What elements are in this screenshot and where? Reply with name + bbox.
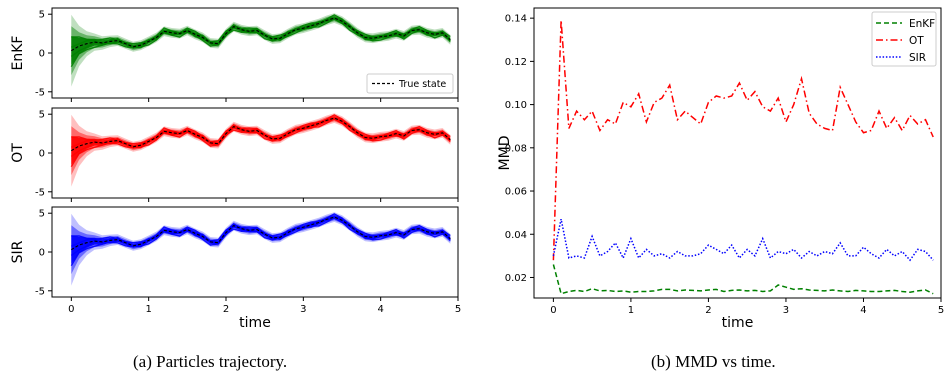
caption-a: (a) Particles trajectory. [133,352,288,371]
y-tick-label: 0 [39,248,45,259]
y-tick-label: 0.14 [505,14,527,25]
particle-trajectory [71,213,451,244]
subplot-sir-plot [70,212,451,286]
series-line-ot [552,20,934,261]
legend: True state [366,73,454,94]
subplot-enkf-plot [70,13,451,87]
y-tick-label: -5 [35,87,45,98]
x-axis-label: time [239,315,271,331]
subplot-frame [51,206,459,298]
particle-band-outer [71,212,451,286]
y-tick-label: -5 [35,187,45,198]
y-tick-label: 0 [39,149,45,160]
y-tick-label: 5 [39,209,45,220]
y-tick-label: 0.08 [505,143,527,154]
y-tick-label: 0.12 [505,57,527,68]
x-tick-label: 5 [938,305,944,316]
y-tick-label: 5 [39,110,45,121]
x-tick-label: 0 [550,305,556,316]
x-tick-label: 1 [628,305,634,316]
x-axis-label: time [722,315,754,331]
x-tick-label: 1 [145,304,151,315]
x-tick-label: 4 [377,304,383,315]
y-tick-label: 0.10 [505,100,527,111]
x-tick-label: 0 [68,304,74,315]
y-tick-label: 5 [39,10,45,21]
particle-trajectory [71,114,451,145]
x-tick-label: 2 [223,304,229,315]
legend-label-ot: OT [909,35,924,47]
x-tick-label: 5 [455,304,461,315]
legend-box [871,11,937,67]
x-tick-label: 2 [705,305,711,316]
subplot-ot-plot [70,113,451,187]
legend-label-enkf: EnKF [909,18,935,30]
subplot-ylabel: EnKF [10,36,26,71]
y-tick-label: 0.06 [505,187,527,198]
x-tick-label: 4 [860,305,866,316]
mmd-plot-frame [533,7,942,299]
x-tick-label: 3 [300,304,306,315]
legend-box [366,73,454,94]
y-axis-label: MMD [497,136,513,171]
y-tick-label: 0.02 [505,273,527,284]
y-tick-label: -5 [35,286,45,297]
legend-label-sir: SIR [909,52,926,64]
x-tick-label: 3 [783,305,789,316]
series-line-enkf [552,264,934,295]
true-state-line [71,117,451,152]
y-tick-label: 0 [39,49,45,60]
particle-band-outer [71,113,451,187]
y-tick-label: 0.04 [505,230,527,241]
subplot-ylabel: SIR [10,240,26,263]
true-state-line [71,216,451,251]
series-line-sir [552,218,934,262]
legend-label-true-state: True state [398,79,446,90]
subplot-ylabel: OT [10,143,26,163]
true-state-line [71,17,451,52]
caption-b: (b) MMD vs time. [651,352,776,371]
mmd-legend: EnKF OT SIR [871,11,937,67]
particle-trajectory [71,14,451,45]
subplot-frame [51,107,459,199]
